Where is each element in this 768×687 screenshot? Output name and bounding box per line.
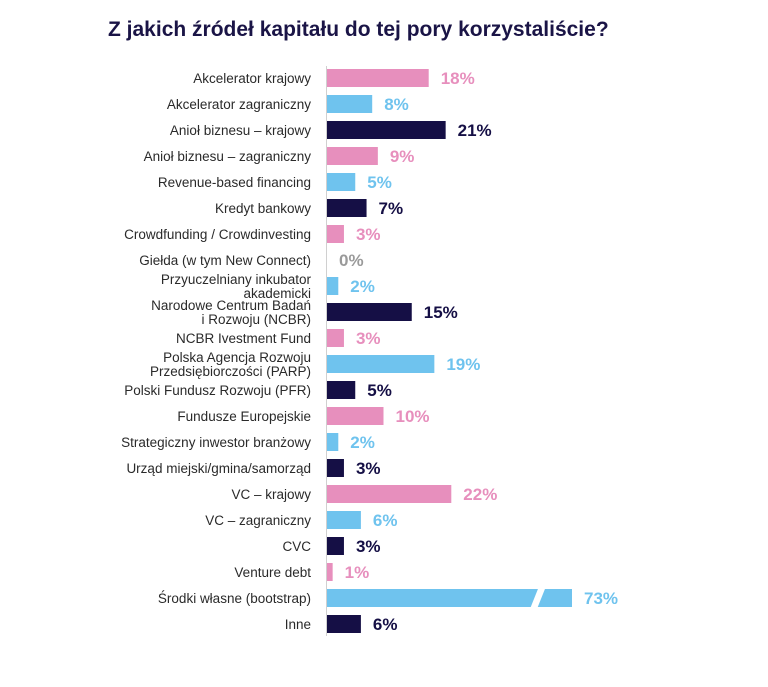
bar <box>327 407 384 425</box>
value-label: 1% <box>345 563 370 582</box>
category-label: Venture debt <box>234 565 311 580</box>
value-label: 2% <box>350 433 375 452</box>
category-label: NCBR Ivestment Fund <box>176 331 311 346</box>
value-label: 21% <box>458 121 492 140</box>
value-label: 3% <box>356 459 381 478</box>
bar <box>327 615 361 633</box>
bar <box>327 95 373 113</box>
bar <box>327 225 344 243</box>
bar <box>327 381 356 399</box>
category-label: VC – zagraniczny <box>205 513 311 528</box>
bar <box>327 173 356 191</box>
category-label: Giełda (w tym New Connect) <box>139 253 311 268</box>
bar <box>327 355 435 373</box>
bar <box>327 69 429 87</box>
bar <box>327 563 333 581</box>
value-label: 3% <box>356 537 381 556</box>
category-label: Akcelerator zagraniczny <box>167 97 311 112</box>
category-label: Narodowe Centrum Badań i Rozwoju (NCBR) <box>151 298 311 327</box>
category-label: Polska Agencja Rozwoju Przedsiębiorczości… <box>150 350 311 379</box>
value-label: 6% <box>373 511 398 530</box>
value-label: 5% <box>367 173 392 192</box>
value-label: 5% <box>367 381 392 400</box>
bar <box>327 589 572 607</box>
category-label: Anioł biznesu – krajowy <box>170 123 311 138</box>
category-label: VC – krajowy <box>231 487 311 502</box>
bar <box>327 459 344 477</box>
category-label: CVC <box>282 539 311 554</box>
value-label: 6% <box>373 615 398 634</box>
category-label: Urząd miejski/gmina/samorząd <box>126 461 311 476</box>
value-label: 3% <box>356 329 381 348</box>
value-label: 15% <box>424 303 458 322</box>
category-label: Kredyt bankowy <box>215 201 311 216</box>
value-label: 19% <box>446 355 480 374</box>
bar <box>327 329 344 347</box>
bar <box>327 147 378 165</box>
category-label: Akcelerator krajowy <box>193 71 311 86</box>
value-label: 73% <box>584 589 618 608</box>
bar <box>327 303 412 321</box>
bar <box>327 277 339 295</box>
value-label: 0% <box>339 251 364 270</box>
value-label: 10% <box>396 407 430 426</box>
bar <box>327 433 339 451</box>
value-label: 8% <box>384 95 409 114</box>
bar <box>327 199 367 217</box>
category-label: Strategiczny inwestor branżowy <box>121 435 311 450</box>
category-label: Anioł biznesu – zagraniczny <box>144 149 312 164</box>
bar <box>327 485 452 503</box>
bar <box>327 121 446 139</box>
category-label: Fundusze Europejskie <box>177 409 311 424</box>
bar <box>327 511 361 529</box>
bar <box>327 537 344 555</box>
category-label: Revenue-based financing <box>158 175 311 190</box>
chart-title: Z jakich źródeł kapitału do tej pory kor… <box>108 18 609 41</box>
value-label: 7% <box>379 199 404 218</box>
category-label: Środki własne (bootstrap) <box>158 591 311 606</box>
value-label: 22% <box>463 485 497 504</box>
value-label: 3% <box>356 225 381 244</box>
value-label: 9% <box>390 147 415 166</box>
category-label: Inne <box>285 617 311 632</box>
category-label: Przyuczelniany inkubator akademicki <box>161 272 312 301</box>
axis-break-mark <box>530 588 546 608</box>
category-label: Crowdfunding / Crowdinvesting <box>124 227 311 242</box>
value-label: 2% <box>350 277 375 296</box>
category-label: Polski Fundusz Rozwoju (PFR) <box>124 383 311 398</box>
value-label: 18% <box>441 69 475 88</box>
